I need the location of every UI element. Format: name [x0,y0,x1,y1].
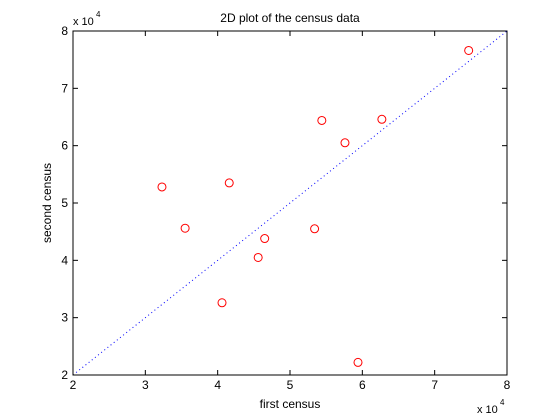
x-exponent-power: 4 [500,398,505,407]
x-tick-label-4: 5 [287,378,294,392]
y-tick-label-2: 3 [61,311,68,325]
x-tick-label-6: 7 [431,378,438,392]
y-tick-label-4: 5 [61,196,68,210]
y-exponent-base: x 10 [73,16,94,28]
y-tick-label-7: 8 [61,24,68,38]
reference-line-layer [72,30,508,376]
y-tick-label-3: 4 [61,253,68,267]
x-tick-label-3: 4 [214,378,221,392]
x-exponent-base: x 10 [477,404,498,416]
y-tick-label-5: 6 [61,139,68,153]
x-tick-label-1: 2 [70,378,77,392]
data-point-10 [353,357,363,367]
y-tick-label-1: 2 [61,368,68,382]
y-axis-label: second census [40,163,54,243]
data-points-layer [157,45,474,367]
data-point-5 [253,252,263,262]
ticks-layer: 2 3 4 5 6 7 8 2 3 4 5 6 7 8 [61,24,510,392]
x-tick-label-7: 8 [504,378,511,392]
x-tick-label-5: 6 [359,378,366,392]
y-tick-label-6: 7 [61,81,68,95]
data-point-3 [217,298,227,308]
data-point-7 [310,224,320,234]
data-point-8 [317,115,327,125]
x-exponent-label: x 10 4 [477,398,505,416]
x-axis-label: first census [260,397,321,411]
reference-line [72,30,508,376]
data-point-12 [464,45,474,55]
y-exponent-label: x 10 4 [73,10,101,28]
data-point-6 [260,234,270,244]
data-point-1 [157,182,167,192]
chart-title: 2D plot of the census data [220,11,360,25]
data-point-2 [180,223,190,233]
data-point-11 [377,114,387,124]
data-point-9 [340,138,350,148]
data-point-4 [224,178,234,188]
y-exponent-power: 4 [96,10,101,19]
x-tick-label-2: 3 [142,378,149,392]
